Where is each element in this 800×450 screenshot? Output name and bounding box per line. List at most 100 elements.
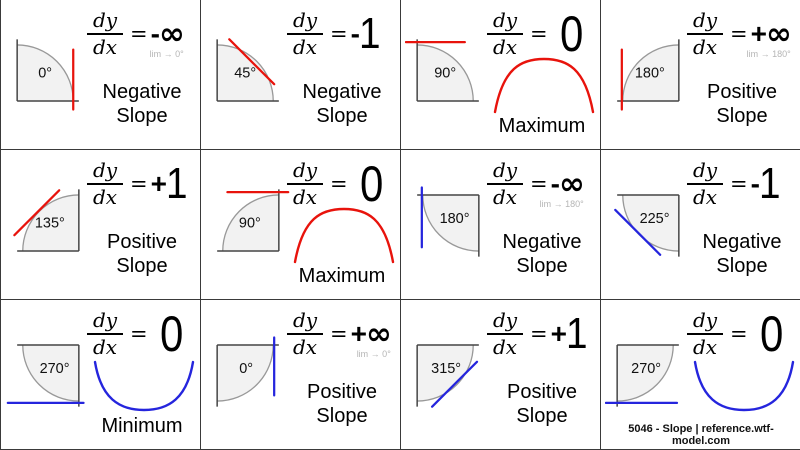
- fraction-bar: [687, 333, 723, 335]
- cell-90deg-zero-maximum: 90° dy dx = 0 Maximum: [401, 0, 601, 150]
- value-magnitude: 1: [165, 159, 188, 208]
- derivative-value-wrap: +1: [151, 154, 191, 214]
- cell-90deg-zero-maximum-2: 90° dy dx = 0 Maximum: [201, 150, 401, 300]
- numerator: dy: [292, 308, 318, 332]
- derivative-formula: dy dx = 0: [287, 154, 387, 214]
- value-magnitude: 1: [565, 309, 588, 358]
- angle-label: 135°: [35, 216, 65, 232]
- quarter-circle-shape: [622, 44, 679, 102]
- angle-diagram-45deg: 45°: [216, 38, 279, 102]
- denominator: dx: [692, 35, 718, 59]
- value-sign: -: [550, 168, 560, 199]
- limit-note: lim → 0°: [149, 49, 184, 59]
- quarter-circle-shape: [222, 194, 279, 252]
- angle-diagram-180deg: 180°: [617, 39, 680, 111]
- derivative-value: 0: [151, 305, 188, 363]
- angle-label: 90°: [434, 66, 456, 82]
- maximum-curve: [293, 207, 395, 264]
- arc-stroke: [617, 344, 674, 402]
- derivative-value-wrap: -1: [351, 4, 384, 64]
- numerator: dy: [292, 158, 318, 182]
- fraction-bar: [87, 33, 123, 35]
- tangent-line: [13, 189, 61, 237]
- derivative-value: + ∞: [750, 16, 792, 52]
- dy-dx-fraction: dy dx: [87, 310, 123, 358]
- quarter-circle-shape: [422, 194, 479, 252]
- dy-dx-fraction: dy dx: [487, 310, 523, 358]
- fraction-bar: [687, 33, 723, 35]
- tangent-line: [430, 360, 479, 408]
- denominator: dx: [292, 185, 318, 209]
- maximum-curve: [493, 57, 595, 114]
- dy-dx-fraction: dy dx: [87, 10, 123, 58]
- value-magnitude: ∞: [365, 316, 392, 352]
- value-magnitude: 0: [759, 306, 783, 362]
- angle-diagram-0deg: 0°: [216, 336, 279, 407]
- quarter-circle-shape: [22, 194, 79, 252]
- angle-label: 90°: [239, 216, 261, 232]
- equals-sign: =: [130, 22, 148, 46]
- angle-label: 0°: [239, 361, 253, 377]
- angle-diagram-315deg: 315°: [416, 344, 479, 408]
- dy-dx-fraction: dy dx: [287, 10, 323, 58]
- limit-note: lim → 180°: [539, 199, 584, 209]
- quarter-circle-shape: [417, 44, 474, 102]
- numerator: dy: [92, 308, 118, 332]
- derivative-value: +1: [151, 159, 191, 209]
- fraction-bar: [487, 183, 523, 185]
- cell-0deg-negative-infinity: 0° dy dx = - ∞ lim → 0° Negative Slope: [1, 0, 201, 150]
- value-sign: +: [550, 318, 567, 349]
- value-sign: +: [350, 318, 367, 349]
- derivative-value: + ∞: [350, 316, 392, 352]
- quarter-circle-shape: [417, 344, 474, 402]
- slope-label: Positive Slope: [506, 381, 578, 427]
- equals-sign: =: [730, 22, 748, 46]
- denominator: dx: [92, 335, 118, 359]
- quarter-circle-shape: [22, 344, 79, 402]
- derivative-value: -1: [751, 159, 784, 209]
- dy-dx-fraction: dy dx: [487, 10, 523, 58]
- angle-diagram-90deg: 90°: [405, 39, 479, 102]
- denominator: dx: [92, 185, 118, 209]
- numerator: dy: [692, 308, 718, 332]
- angle-label: 225°: [640, 211, 670, 227]
- cell-180deg-positive-infinity: 180° dy dx = + ∞ lim → 180° Positive Slop…: [601, 0, 800, 150]
- arc-stroke: [217, 44, 274, 102]
- limit-note: lim → 180°: [746, 49, 791, 59]
- equals-sign: =: [530, 22, 548, 46]
- numerator: dy: [92, 158, 118, 182]
- derivative-value: - ∞: [151, 16, 185, 52]
- numerator: dy: [92, 8, 118, 32]
- slope-label: Minimum: [101, 415, 183, 437]
- angle-diagram-135deg: 135°: [13, 189, 80, 252]
- value-magnitude: ∞: [158, 16, 185, 52]
- fraction-bar: [287, 333, 323, 335]
- derivative-value-wrap: 0: [751, 304, 788, 364]
- limit-note: lim → 0°: [356, 349, 391, 359]
- arc-stroke: [422, 194, 479, 252]
- slope-label: Negative Slope: [502, 231, 582, 277]
- equals-sign: =: [130, 322, 148, 346]
- quarter-circle-shape: [217, 344, 274, 402]
- angle-diagram-270deg: 270°: [6, 344, 85, 407]
- minimum-curve: [693, 360, 795, 412]
- dy-dx-fraction: dy dx: [487, 160, 523, 208]
- cell-270deg-zero-minimum: 270° dy dx = 0 Minimum: [1, 300, 201, 450]
- derivative-value: 0: [551, 5, 588, 63]
- fraction-bar: [287, 183, 323, 185]
- slope-label: Negative Slope: [702, 231, 782, 277]
- cell-180deg-negative-infinity: 180° dy dx = - ∞ lim → 180° Negative Slop…: [401, 150, 601, 300]
- denominator: dx: [492, 35, 518, 59]
- denominator: dx: [692, 185, 718, 209]
- watermark-text: 5046 - Slope | reference.wtf-model.com: [628, 423, 774, 447]
- arc-stroke: [622, 44, 679, 102]
- equals-sign: =: [530, 172, 548, 196]
- value-magnitude: 1: [758, 159, 781, 208]
- angle-label: 270°: [631, 361, 661, 377]
- derivative-value-wrap: + ∞ lim → 0°: [350, 304, 392, 364]
- angle-label: 0°: [38, 66, 52, 82]
- derivative-formula: dy dx = 0: [87, 304, 187, 364]
- value-magnitude: ∞: [558, 166, 585, 202]
- value-sign: +: [750, 18, 767, 49]
- denominator: dx: [492, 335, 518, 359]
